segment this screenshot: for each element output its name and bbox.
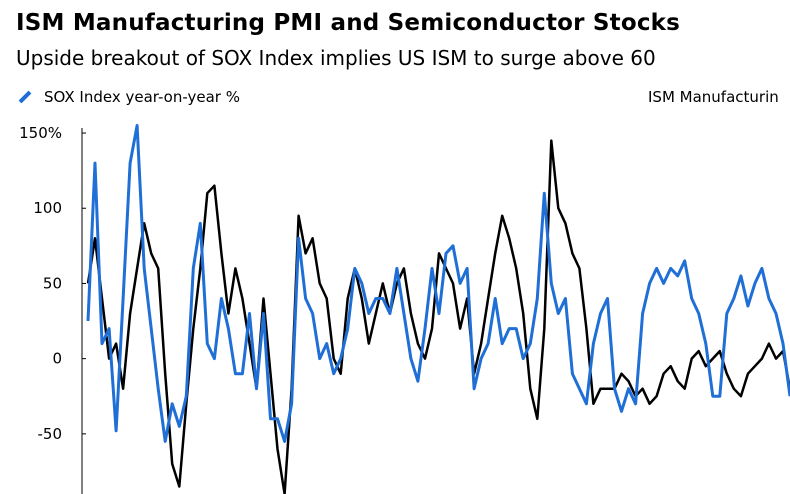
y-tick-label: 100 [33, 199, 62, 217]
y-tick-label: 0 [52, 350, 62, 368]
series-line-sox [86, 124, 790, 443]
legend-sox: SOX Index year-on-year % [16, 88, 240, 106]
series-lines [86, 124, 790, 494]
y-tick-label: 50 [43, 274, 62, 292]
legend-label-ism: ISM Manufacturin [648, 88, 779, 106]
legend-ism: ISM Manufacturin [648, 88, 790, 106]
y-tick-label: -50 [38, 425, 63, 443]
series-line-ism [86, 139, 790, 494]
legend-label-sox: SOX Index year-on-year % [44, 88, 240, 106]
chart-title: ISM Manufacturing PMI and Semiconductor … [16, 10, 681, 36]
y-axis-ticks: 150% 100 50 0 -50 [19, 124, 86, 443]
chart-subtitle: Upside breakout of SOX Index implies US … [16, 46, 656, 70]
y-tick-label: 150% [19, 124, 62, 142]
